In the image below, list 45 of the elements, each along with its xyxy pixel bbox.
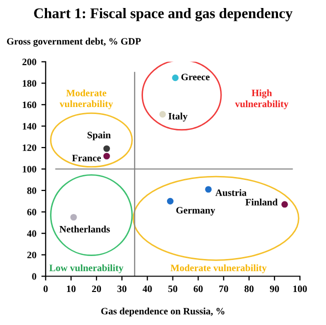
- y-tick-label: 200: [22, 58, 36, 66]
- x-tick-label: 100: [293, 286, 307, 292]
- y-axis-title: Gross government debt, % GDP: [6, 38, 141, 47]
- y-tick-label: 60: [27, 208, 36, 216]
- point: [166, 198, 174, 204]
- y-tick-label: 80: [27, 187, 36, 194]
- annotation: Moderate vulnerability: [60, 89, 113, 110]
- y-tick-label: 140: [22, 123, 36, 130]
- y-tick-label: 100: [22, 166, 36, 172]
- x-tick-label: 0: [44, 286, 48, 292]
- series-label: Germany: [176, 207, 216, 216]
- x-tick-label: 80: [244, 286, 254, 292]
- x-tick-label: 50: [168, 286, 178, 292]
- point: [159, 111, 166, 118]
- x-tick-label: 60: [194, 286, 203, 292]
- annotation: Low vulnerability: [49, 264, 124, 274]
- x-axis-title: Gas dependence on Russia, %: [101, 308, 224, 316]
- y-tick-label: 180: [22, 80, 36, 87]
- point: [205, 186, 212, 193]
- series-label: Greece: [181, 74, 210, 80]
- x-tick-label: 10: [66, 286, 76, 292]
- annotation: Moderate vulnerability: [170, 264, 267, 274]
- point: [172, 74, 179, 82]
- series-label: Finland: [245, 198, 278, 206]
- y-tick-label: 0: [32, 273, 36, 280]
- y-tick-label: 40: [27, 230, 36, 237]
- point: [70, 214, 77, 221]
- x-tick-label: 90: [270, 286, 279, 292]
- y-tick-label: 20: [27, 252, 36, 258]
- series-label: France: [72, 154, 101, 162]
- x-tick-label: 20: [92, 286, 101, 292]
- chart-title: Chart 1: Fiscal space and gas dependency: [34, 8, 292, 22]
- x-tick-label: 40: [142, 286, 152, 292]
- series-label: Netherlands: [60, 226, 110, 232]
- point: [281, 201, 288, 208]
- series-label: Italy: [168, 112, 188, 122]
- x-tick-label: 70: [219, 286, 228, 292]
- y-tick-label: 160: [22, 102, 36, 108]
- series-label: Austria: [215, 189, 247, 196]
- x-tick-label: 30: [117, 286, 126, 292]
- y-tick-label: 120: [22, 144, 36, 152]
- point: [103, 152, 110, 160]
- annotation: High vulnerability: [235, 89, 288, 110]
- point: [103, 145, 110, 152]
- series-label: Spain: [88, 131, 111, 140]
